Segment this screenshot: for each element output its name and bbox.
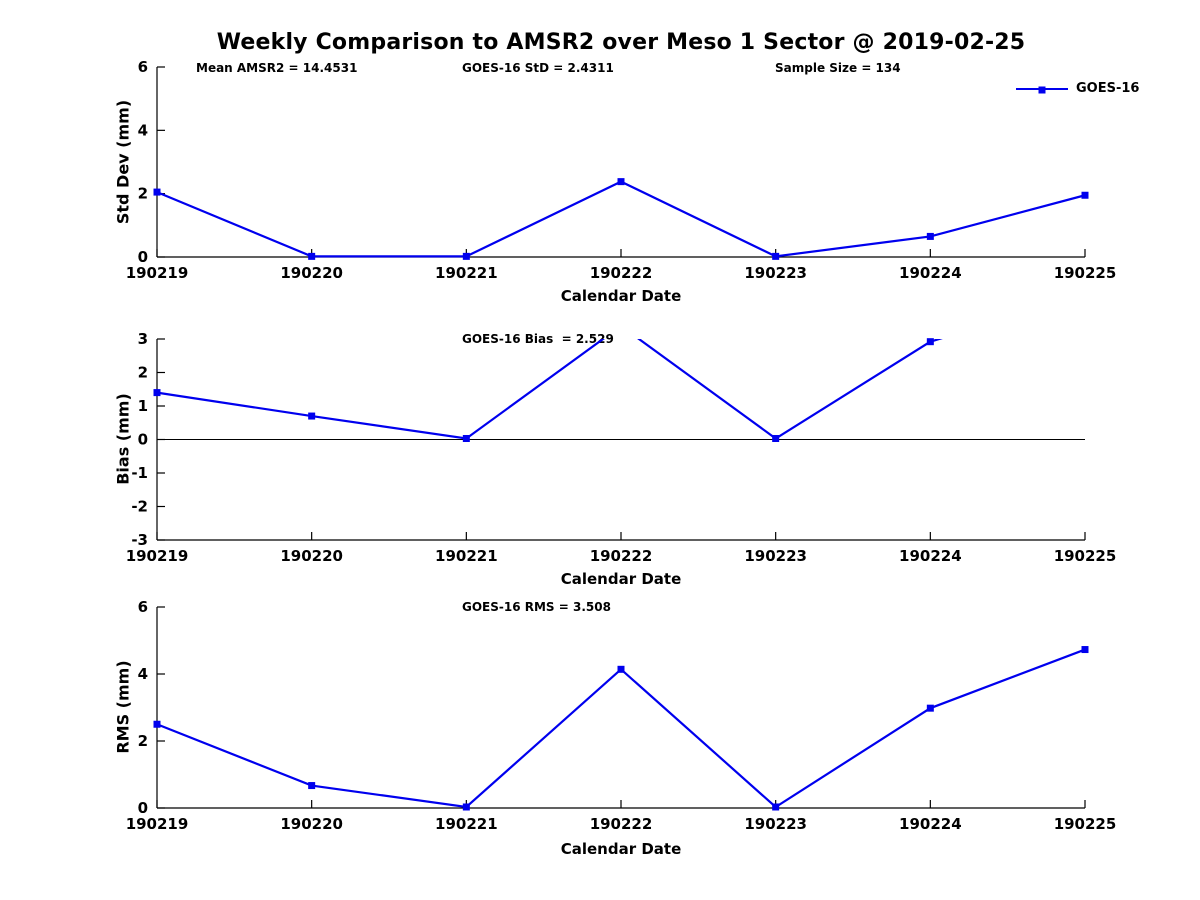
bias-ytick: 2 — [138, 364, 148, 382]
stddev-xtick: 190224 — [899, 264, 962, 282]
rms-xtick: 190220 — [280, 815, 343, 833]
rms-marker — [772, 803, 780, 811]
annotation-mean-amsr2: Mean AMSR2 = 14.4531 — [196, 61, 358, 75]
rms-xtick: 190221 — [435, 815, 498, 833]
bias-xtick: 190225 — [1054, 547, 1117, 565]
annotation-goes16-std: GOES-16 StD = 2.4311 — [462, 61, 614, 75]
stddev-xtick: 190220 — [280, 264, 343, 282]
bias-ytick: -2 — [131, 498, 148, 516]
bias-xtick: 190224 — [899, 547, 962, 565]
rms-marker — [153, 720, 161, 728]
bias-ytick: 1 — [138, 397, 148, 415]
bias-marker — [153, 389, 161, 397]
bias-xtick: 190222 — [590, 547, 653, 565]
stddev-xtick: 190223 — [744, 264, 807, 282]
rms-xtick: 190219 — [126, 815, 189, 833]
rms-ytick: 6 — [138, 598, 148, 616]
bias-marker — [926, 338, 934, 346]
stddev-marker — [1081, 191, 1089, 199]
bias-ytick: 0 — [138, 431, 148, 449]
rms-xtick: 190222 — [590, 815, 653, 833]
rms-marker — [926, 704, 934, 712]
bias-xtick: 190223 — [744, 547, 807, 565]
stddev-marker — [617, 178, 625, 186]
bias-xtick: 190221 — [435, 547, 498, 565]
rms-xtick: 190223 — [744, 815, 807, 833]
stddev-ytick: 4 — [138, 121, 148, 139]
stddev-series-line — [156, 180, 1086, 258]
rms-ytick: 0 — [138, 799, 148, 817]
stddev-ytick: 0 — [138, 248, 148, 266]
stddev-marker — [926, 232, 934, 240]
legend: GOES-16 — [1016, 81, 1139, 96]
stddev-marker — [772, 252, 780, 260]
annotation-sample-size: Sample Size = 134 — [775, 61, 901, 75]
stddev-ytick: 2 — [138, 185, 148, 203]
bias-marker — [462, 434, 470, 442]
stddev-marker — [308, 252, 316, 260]
bias-ytick: 3 — [138, 330, 148, 348]
stddev-xtick: 190225 — [1054, 264, 1117, 282]
annotation-goes16-rms: GOES-16 RMS = 3.508 — [462, 600, 611, 614]
bias-marker — [308, 412, 316, 420]
rms-marker — [308, 782, 316, 790]
bias-xtick: 190219 — [126, 547, 189, 565]
figure-title: Weekly Comparison to AMSR2 over Meso 1 S… — [216, 30, 1026, 55]
rms-marker — [1081, 646, 1089, 654]
bias-ytick: -3 — [131, 531, 148, 549]
stddev-marker — [462, 252, 470, 260]
bias-marker — [772, 434, 780, 442]
rms-series-line — [156, 648, 1086, 809]
xlabel-rms: Calendar Date — [560, 840, 682, 858]
legend-line-sample-icon — [1016, 86, 1068, 93]
legend-label: GOES-16 — [1076, 81, 1140, 96]
bias-ytick: -1 — [131, 464, 148, 482]
stddev-marker — [153, 188, 161, 196]
stddev-chart: 0 2 4 6 190219 190220 190221 190222 190223 190224… — [126, 58, 1117, 282]
stddev-xtick: 190221 — [435, 264, 498, 282]
stddev-xtick: 190222 — [590, 264, 653, 282]
stddev-ytick: 6 — [138, 58, 148, 76]
rms-chart: 0 2 4 6 190219 190220 190221 190222 190223 190224… — [126, 598, 1117, 833]
rms-xtick: 190224 — [899, 815, 962, 833]
legend-square-marker-icon — [1038, 86, 1046, 93]
rms-marker — [462, 803, 470, 811]
xlabel-stddev: Calendar Date — [560, 287, 682, 305]
rms-ytick: 2 — [138, 732, 148, 750]
rms-xtick: 190225 — [1054, 815, 1117, 833]
rms-ytick: 4 — [138, 665, 148, 683]
rms-marker — [617, 665, 625, 673]
bias-xtick: 190220 — [280, 547, 343, 565]
stddev-xtick: 190219 — [126, 264, 189, 282]
xlabel-bias: Calendar Date — [560, 570, 682, 588]
bias-series-line — [156, 339, 943, 440]
annotation-goes16-bias: GOES-16 Bias = 2.529 — [462, 332, 614, 346]
